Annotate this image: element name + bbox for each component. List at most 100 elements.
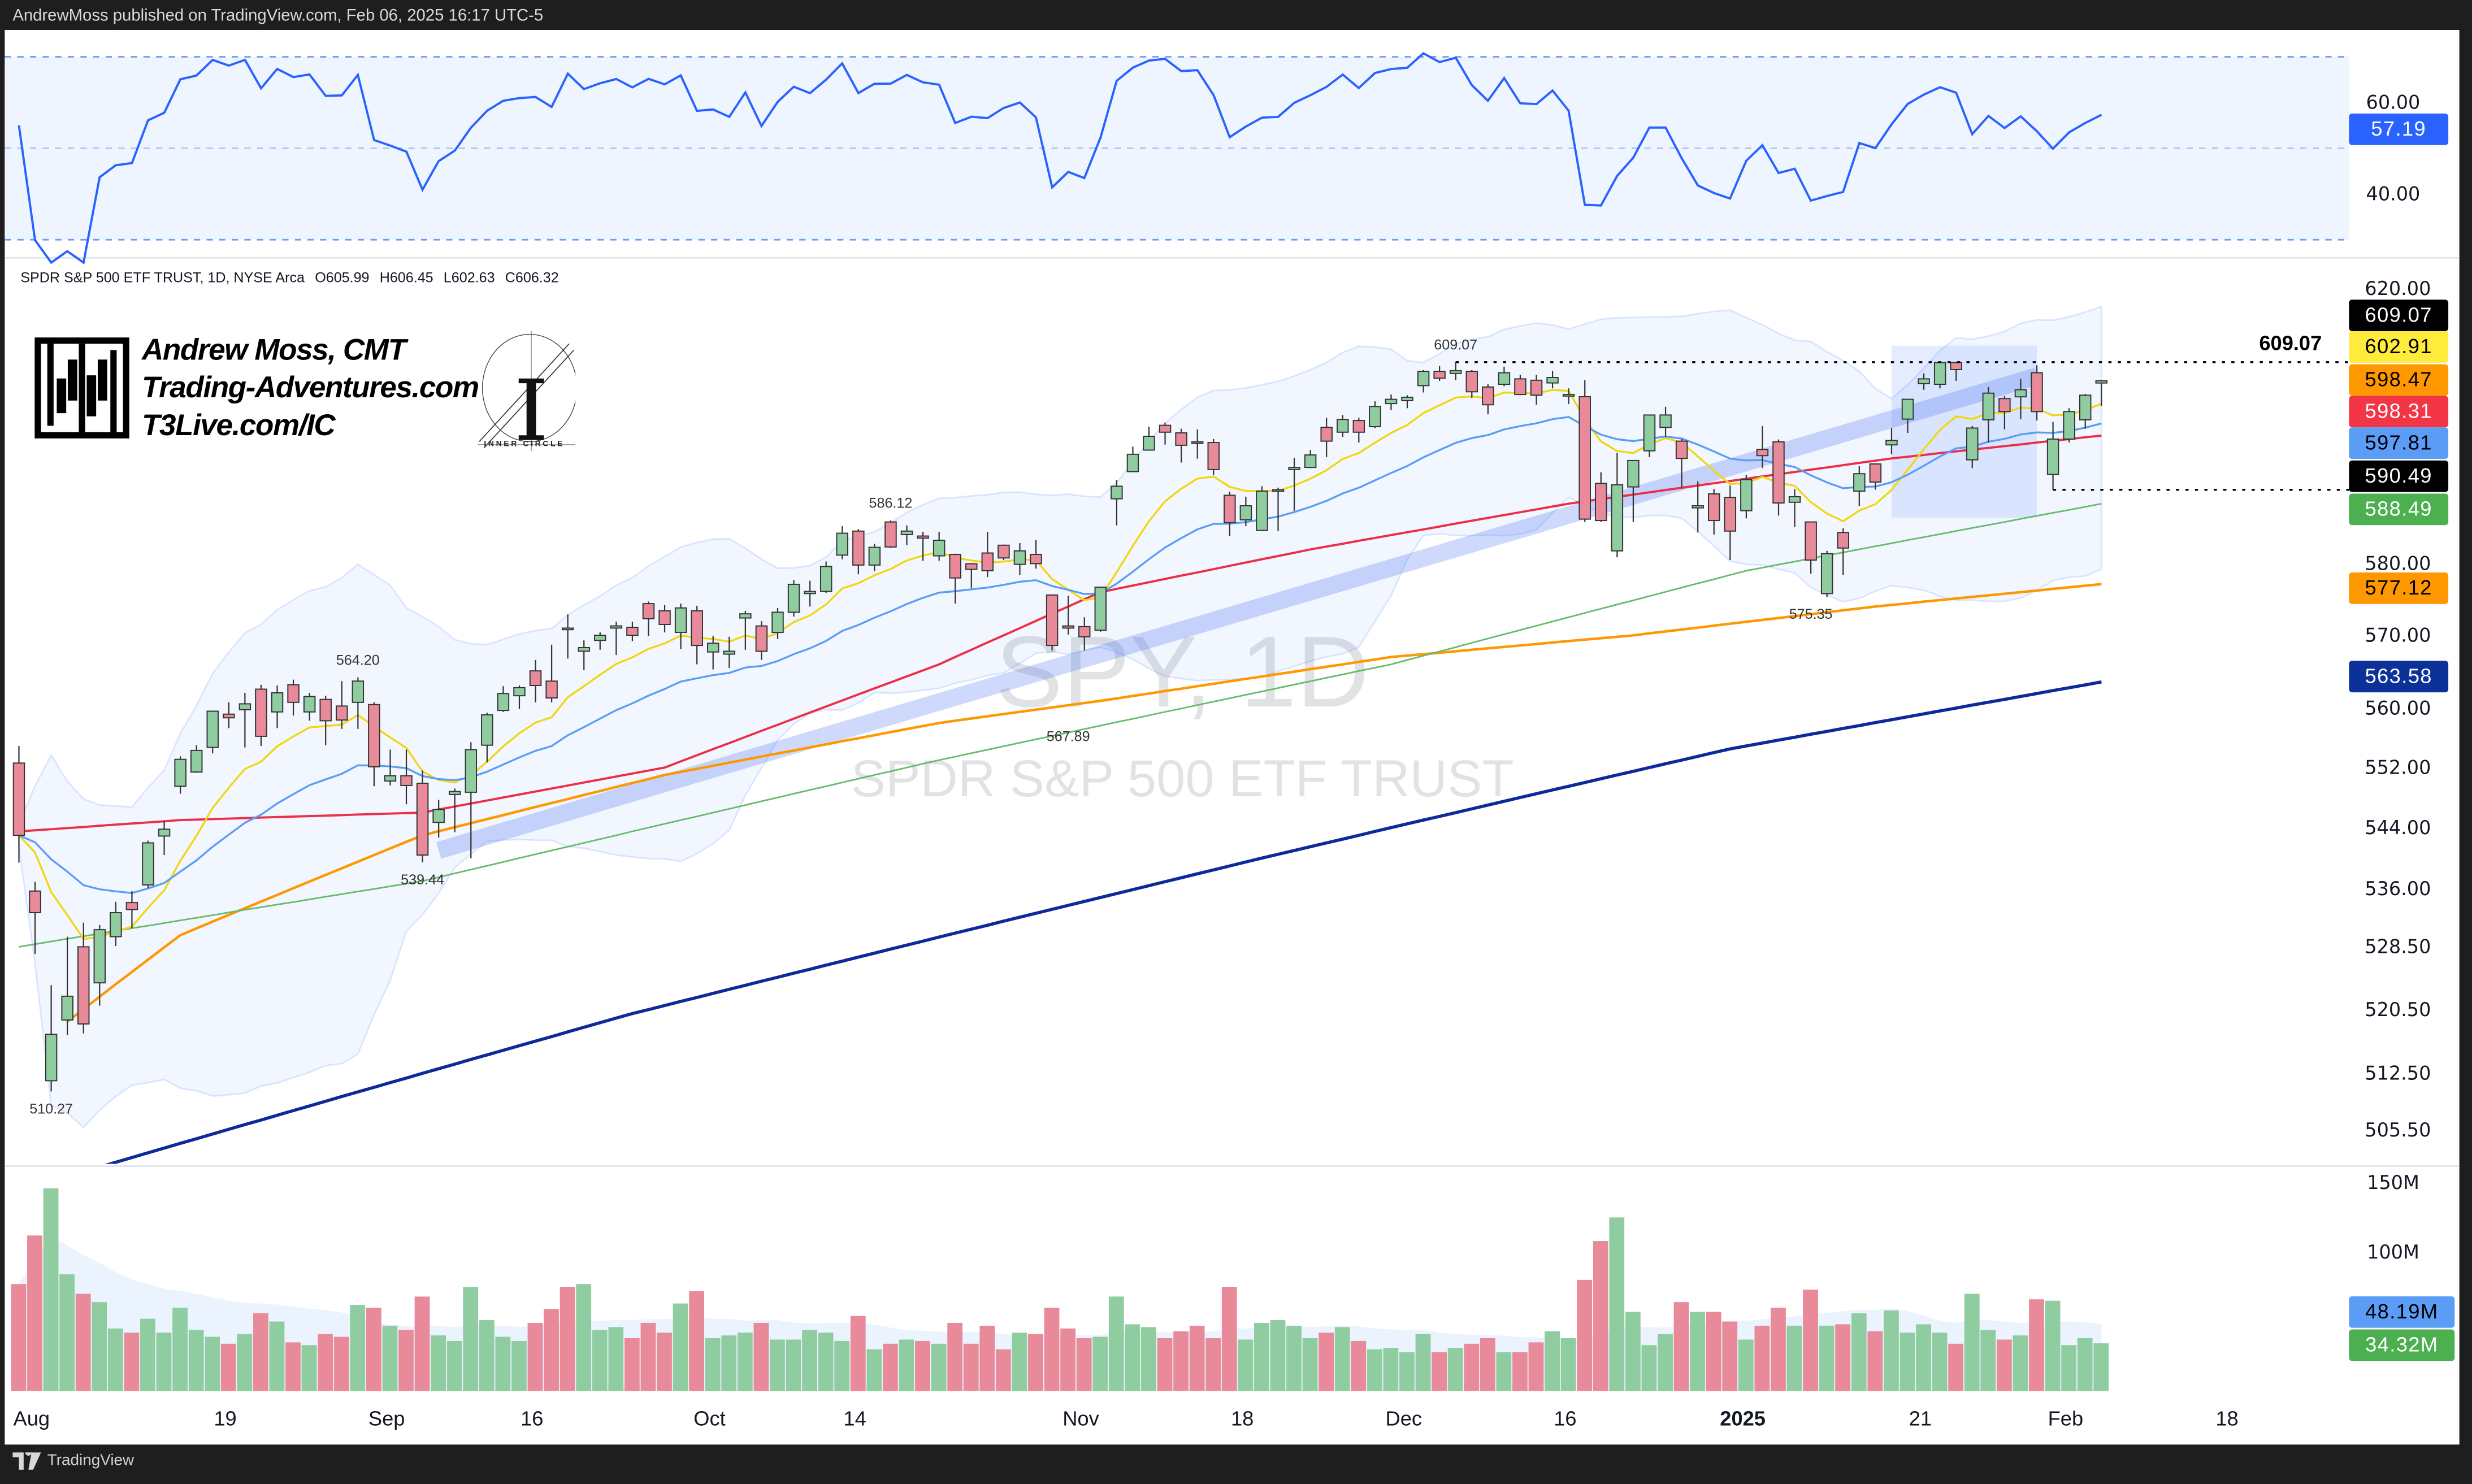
candle-up bbox=[513, 687, 526, 697]
candle-up bbox=[481, 714, 493, 746]
candle-down bbox=[642, 603, 655, 619]
volume-bar bbox=[995, 1349, 1011, 1391]
volume-last-tag: 34.32M bbox=[2349, 1329, 2455, 1361]
candle-up bbox=[1417, 371, 1430, 387]
price-axis-tag: 602.91 bbox=[2349, 331, 2449, 363]
volume-bar bbox=[333, 1337, 349, 1391]
candle-down bbox=[658, 610, 671, 626]
candle-up bbox=[1546, 377, 1559, 384]
volume-bar bbox=[2093, 1343, 2109, 1391]
candle-down bbox=[223, 713, 235, 719]
volume-bar bbox=[1528, 1342, 1544, 1391]
price-annotation: 539.44 bbox=[401, 872, 444, 888]
volume-bar bbox=[544, 1309, 559, 1391]
candle-down bbox=[29, 890, 41, 913]
candle-down bbox=[368, 704, 380, 767]
volume-bar bbox=[92, 1302, 107, 1391]
price-axis-tag: 588.49 bbox=[2349, 493, 2449, 526]
candle-down bbox=[336, 705, 348, 721]
candle-up bbox=[271, 692, 284, 713]
tradingview-logo-icon[interactable] bbox=[12, 1452, 41, 1470]
volume-bar bbox=[1464, 1343, 1480, 1391]
candle-down bbox=[1352, 420, 1365, 433]
volume-bar bbox=[527, 1322, 543, 1391]
candle-down bbox=[2031, 372, 2043, 413]
candle-up bbox=[190, 749, 203, 773]
volume-bar bbox=[2013, 1335, 2028, 1391]
candle-up bbox=[1982, 392, 1995, 420]
time-axis-label: Dec bbox=[1386, 1407, 1422, 1430]
volume-bar bbox=[1641, 1345, 1657, 1391]
volume-bar bbox=[1738, 1339, 1754, 1391]
legend-open: O605.99 bbox=[315, 270, 370, 286]
candle-up bbox=[1256, 491, 1268, 531]
ma-line-sma50_red bbox=[19, 434, 2102, 833]
candle-up bbox=[1933, 362, 1946, 385]
legend-symbol[interactable]: SPDR S&P 500 ETF TRUST, 1D, NYSE Arca bbox=[20, 270, 305, 286]
price-axis-tag: 609.07 bbox=[2349, 300, 2449, 332]
volume-bar bbox=[1625, 1312, 1641, 1391]
volume-bar bbox=[511, 1340, 527, 1391]
volume-bar bbox=[431, 1335, 446, 1391]
candle-down bbox=[949, 554, 961, 579]
author-site: Trading-Adventures.com bbox=[142, 372, 479, 406]
volume-bar bbox=[220, 1343, 236, 1391]
volume-bar bbox=[59, 1274, 75, 1391]
candle-up bbox=[1901, 398, 1914, 420]
volume-bar bbox=[237, 1334, 253, 1391]
price-axis-tag: 598.47 bbox=[2349, 364, 2449, 396]
volume-bar bbox=[1044, 1307, 1060, 1391]
volume-bar bbox=[2077, 1338, 2093, 1391]
candle-down bbox=[400, 775, 413, 786]
candle-up bbox=[2095, 380, 2108, 384]
volume-bar bbox=[1157, 1338, 1173, 1391]
volume-bar bbox=[1092, 1337, 1108, 1391]
volume-bar bbox=[382, 1325, 398, 1391]
volume-bar bbox=[1125, 1324, 1140, 1391]
candle-up bbox=[1788, 496, 1801, 503]
price-axis-tag: 597.81 bbox=[2349, 427, 2449, 459]
volume-bar bbox=[1964, 1294, 1980, 1391]
candle-down bbox=[965, 563, 978, 570]
candle-down bbox=[1191, 441, 1204, 444]
volume-bar bbox=[301, 1345, 317, 1391]
volume-bar bbox=[366, 1307, 381, 1391]
volume-bar bbox=[1399, 1352, 1415, 1391]
volume-bar bbox=[318, 1334, 333, 1391]
volume-bar bbox=[624, 1338, 640, 1391]
time-axis-label: 16 bbox=[521, 1407, 543, 1430]
volume-bar bbox=[1545, 1331, 1560, 1391]
tradingview-brand[interactable]: TradingView bbox=[47, 1452, 135, 1470]
volume-bar bbox=[1270, 1320, 1286, 1391]
rsi-tick-label: 60.00 bbox=[2366, 92, 2421, 114]
volume-bar bbox=[1060, 1328, 1075, 1391]
candle-up bbox=[1304, 454, 1317, 468]
volume-bar bbox=[947, 1322, 963, 1391]
price-annotation: 567.89 bbox=[1047, 729, 1090, 745]
candle-down bbox=[1482, 386, 1494, 406]
ma-line-orange bbox=[66, 583, 2102, 1023]
candle-down bbox=[1578, 396, 1591, 520]
price-annotation: 510.27 bbox=[29, 1101, 73, 1117]
candle-down bbox=[626, 627, 639, 636]
candle-up bbox=[1820, 553, 1833, 595]
candle-up bbox=[1611, 484, 1624, 552]
volume-bar bbox=[818, 1333, 834, 1391]
price-tick-label: 520.50 bbox=[2365, 999, 2431, 1021]
volume-bar bbox=[560, 1287, 575, 1391]
volume-bar bbox=[1884, 1310, 1899, 1391]
candle-down bbox=[1320, 427, 1333, 442]
time-axis-label: 2025 bbox=[1720, 1407, 1766, 1430]
time-axis-label: 21 bbox=[1909, 1407, 1932, 1430]
volume-bar bbox=[414, 1296, 430, 1391]
volume-bar bbox=[753, 1322, 769, 1391]
candle-up bbox=[1449, 370, 1462, 374]
volume-bar bbox=[1786, 1325, 1802, 1391]
candle-down bbox=[1950, 362, 1962, 370]
candle-down bbox=[1207, 442, 1220, 470]
candle-down bbox=[1869, 463, 1882, 483]
volume-bar bbox=[1302, 1338, 1318, 1391]
volume-bar bbox=[592, 1330, 608, 1391]
volume-bar bbox=[1512, 1352, 1528, 1391]
